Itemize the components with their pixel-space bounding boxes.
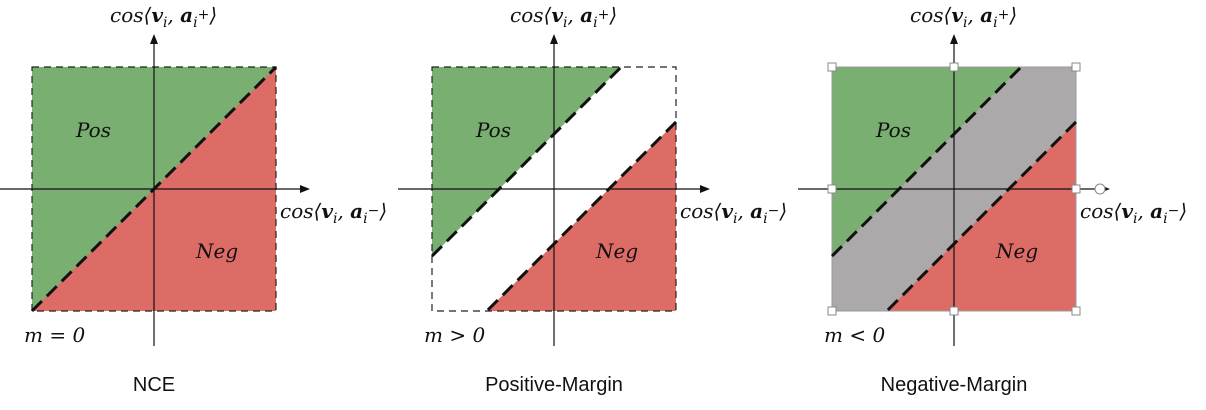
panel-caption: NCE <box>133 374 175 396</box>
decision-boundary <box>885 120 1078 313</box>
neg-label: Neg <box>595 239 638 263</box>
resize-handle[interactable] <box>827 62 837 72</box>
pos-label: Pos <box>75 118 111 142</box>
y-axis-arrow <box>150 34 158 44</box>
resize-handle[interactable] <box>949 306 959 316</box>
panel-caption: Negative-Margin <box>881 374 1028 396</box>
margin-label: m > 0 <box>424 323 485 347</box>
x-axis-arrow <box>700 185 710 193</box>
panel-negative-margin: cos⟨vi, ai+⟩ cos⟨vi, ai−⟩ Pos Neg m < 0 Negat… <box>798 3 1187 396</box>
y-axis-arrow <box>550 34 558 44</box>
x-axis-label: cos⟨vi, ai−⟩ <box>680 199 787 227</box>
resize-handle[interactable] <box>1071 306 1081 316</box>
y-axis-label: cos⟨vi, ai+⟩ <box>110 3 217 31</box>
margin-label: m < 0 <box>824 323 885 347</box>
y-axis-arrow <box>950 34 958 44</box>
resize-handle[interactable] <box>1071 184 1081 194</box>
resize-handle[interactable] <box>827 306 837 316</box>
y-axis-label: cos⟨vi, ai+⟩ <box>510 3 617 31</box>
panel-positive-margin: cos⟨vi, ai+⟩ cos⟨vi, ai−⟩ Pos Neg m > 0 Posit… <box>398 3 787 396</box>
resize-handle[interactable] <box>827 184 837 194</box>
decision-boundary <box>485 120 678 313</box>
decision-boundary <box>830 65 1023 258</box>
neg-label: Neg <box>195 239 238 263</box>
resize-handle[interactable] <box>949 62 959 72</box>
decision-boundary <box>430 65 623 258</box>
y-axis-label: cos⟨vi, ai+⟩ <box>910 3 1017 31</box>
x-axis-label: cos⟨vi, ai−⟩ <box>280 199 387 227</box>
decision-boundary <box>30 65 278 313</box>
panel-caption: Positive-Margin <box>485 374 623 396</box>
x-axis-label: cos⟨vi, ai−⟩ <box>1080 199 1187 227</box>
neg-label: Neg <box>995 239 1038 263</box>
x-axis-arrow <box>300 185 310 193</box>
pos-label: Pos <box>875 118 911 142</box>
resize-handle[interactable] <box>1071 62 1081 72</box>
rotate-handle-icon[interactable] <box>1094 183 1106 195</box>
panel-nce: cos⟨vi, ai+⟩ cos⟨vi, ai−⟩ Pos Neg m = 0 NCE <box>0 3 387 396</box>
margin-label: m = 0 <box>24 323 85 347</box>
pos-label: Pos <box>475 118 511 142</box>
